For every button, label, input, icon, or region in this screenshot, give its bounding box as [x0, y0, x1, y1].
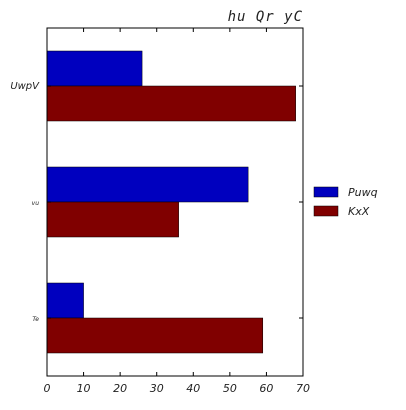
- x-tick-label: 40: [186, 382, 200, 395]
- x-tick-label: 20: [113, 382, 127, 395]
- bar-kxx-vu: [47, 202, 179, 237]
- bar-kxx-uwpv: [47, 86, 296, 121]
- bar-puwq-vu: [47, 167, 248, 202]
- legend-label-kxx: KxX: [348, 205, 370, 218]
- x-tick-label: 10: [77, 382, 91, 395]
- legend-swatch-puwq: [314, 187, 338, 197]
- x-tick-label: 0: [44, 382, 51, 395]
- y-tick-label: vu: [32, 200, 40, 207]
- bar-kxx-te: [47, 318, 263, 353]
- y-tick-label: Te: [32, 316, 39, 323]
- bar-puwq-uwpv: [47, 51, 142, 86]
- x-tick-label: 70: [296, 382, 310, 395]
- legend-swatch-kxx: [314, 206, 338, 216]
- y-tick-label: UwpV: [10, 81, 40, 92]
- bar-puwq-te: [47, 283, 84, 318]
- x-tick-label: 30: [150, 382, 164, 395]
- legend-label-puwq: Puwq: [348, 186, 378, 199]
- x-tick-label: 60: [259, 382, 273, 395]
- chart-title: hu Qr yC: [228, 9, 303, 25]
- x-tick-label: 50: [223, 382, 237, 395]
